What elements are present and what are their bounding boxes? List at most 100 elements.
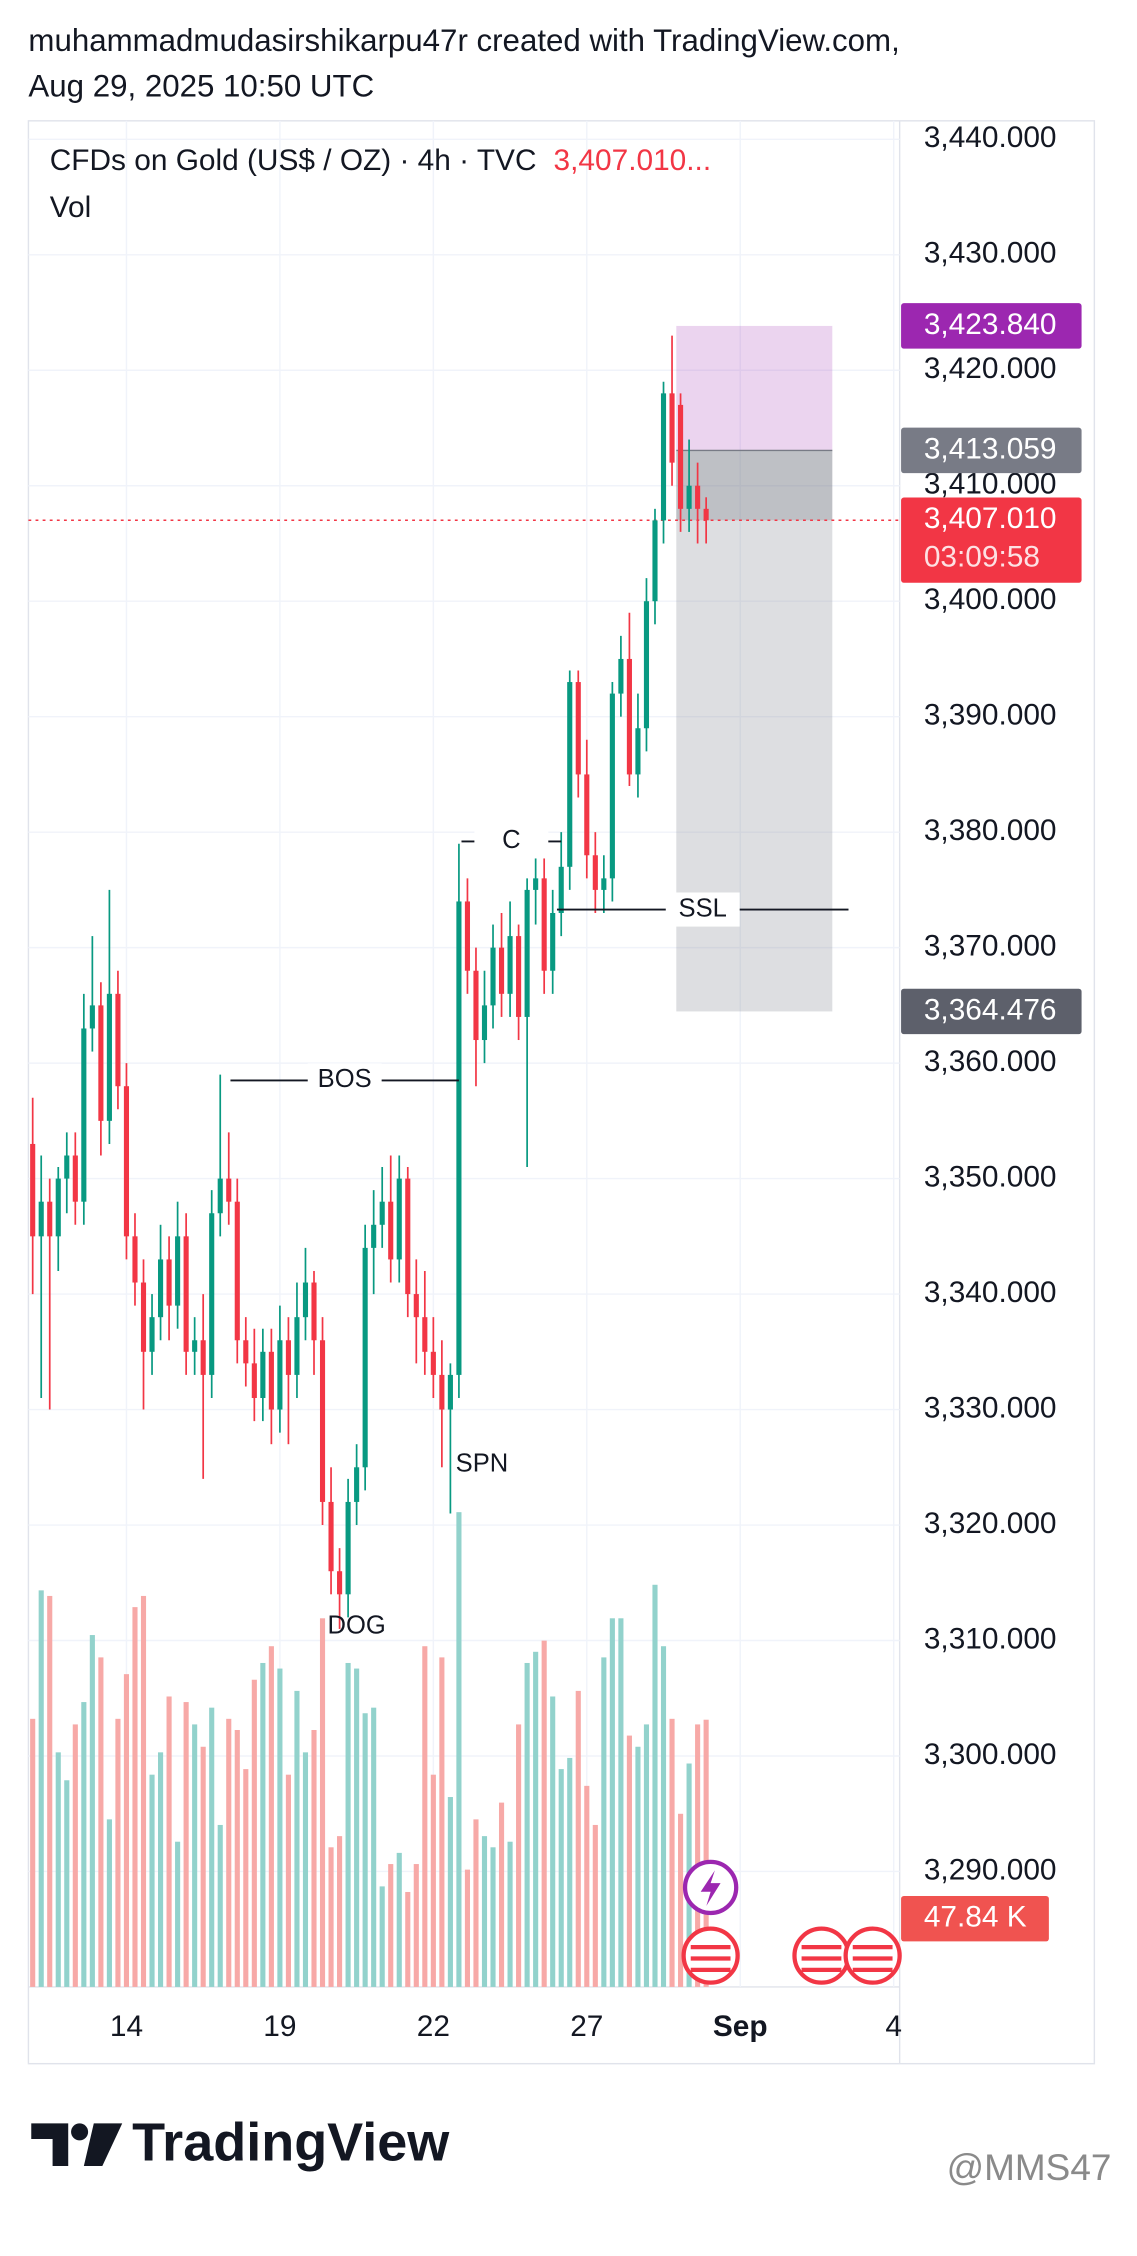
volume-bar [55, 1752, 61, 1987]
annotation-note: SPN [456, 1450, 509, 1478]
lightning [700, 1870, 721, 1906]
candle-body [413, 1294, 419, 1318]
candle-body [38, 1201, 44, 1237]
y-tick-label: 3,370.000 [924, 930, 1057, 963]
legend-price: 3,407.010... [554, 144, 712, 177]
candle-body [55, 1178, 61, 1237]
candle-body [516, 936, 522, 1017]
y-tick-label: 3,440.000 [924, 121, 1057, 154]
volume-bar [507, 1841, 513, 1987]
annotation-label-bg [307, 1063, 382, 1098]
volume-bar [635, 1746, 641, 1987]
price-badge-label: 3,364.476 [924, 993, 1057, 1026]
volume-bar [30, 1718, 36, 1987]
volume-badge-label: 47.84 K [924, 1901, 1027, 1934]
volume-bar [106, 1819, 112, 1987]
candle-body [430, 1351, 436, 1375]
candle-body [584, 774, 590, 856]
volume-bar [456, 1512, 462, 1987]
volume-bar [268, 1646, 274, 1987]
annotation-note: DOG [327, 1611, 385, 1639]
target-zone [676, 325, 833, 451]
candle-body [507, 936, 513, 994]
volume-title: Vol [50, 191, 91, 224]
volume-bar [175, 1841, 181, 1987]
volume-bar [89, 1635, 95, 1987]
volume-bar [541, 1640, 547, 1987]
candle-body [192, 1340, 198, 1352]
candle-body [234, 1201, 240, 1341]
candle-body [72, 1155, 78, 1202]
volume-bar [592, 1824, 598, 1987]
volume-bar [234, 1729, 240, 1987]
y-tick-label: 3,320.000 [924, 1507, 1057, 1540]
candle-body [226, 1178, 232, 1202]
volume-bar [413, 1864, 419, 1987]
candle-body [439, 1374, 445, 1410]
candle-body [81, 1028, 87, 1202]
candle-body [695, 485, 701, 509]
candle-body [541, 878, 547, 971]
candle-body [524, 889, 530, 1017]
annotation-label-bg [474, 824, 549, 859]
candle-body [158, 1259, 164, 1318]
volume-bar [226, 1718, 232, 1987]
volume-bar [200, 1746, 206, 1987]
volume-bar [490, 1847, 496, 1987]
candle-body [106, 993, 112, 1121]
volume-bar [533, 1651, 539, 1987]
volume-bar [38, 1590, 44, 1987]
volume-bar [311, 1729, 317, 1987]
candle-body [362, 1247, 368, 1468]
candle-body [175, 1236, 181, 1306]
candle-body [209, 1213, 215, 1375]
volume-bar [217, 1824, 223, 1987]
event-icon[interactable] [681, 1926, 740, 1985]
candle-body [447, 1374, 453, 1410]
volume-bar [277, 1668, 283, 1987]
last-price-label: 3,407.010 [924, 502, 1057, 535]
candle-body [123, 1086, 130, 1237]
logo-mark [31, 2123, 123, 2167]
candle-body [456, 901, 462, 1375]
open-pnl-zone [676, 450, 833, 521]
volume-bar [158, 1752, 164, 1987]
event-icon[interactable] [843, 1926, 902, 1985]
candle-body [558, 866, 564, 914]
volume-bar [524, 1662, 530, 1987]
volume-bar [660, 1646, 667, 1987]
event-icon[interactable] [792, 1926, 851, 1985]
candle-body [498, 947, 505, 994]
candle-body [371, 1224, 377, 1248]
candle-body [422, 1317, 428, 1352]
candle-body [473, 970, 479, 1041]
candle-body [567, 682, 573, 867]
price-badge [901, 303, 1082, 349]
candle-body [302, 1282, 309, 1318]
x-tick-label: Sep [713, 2010, 768, 2043]
volume-bar [379, 1886, 385, 1987]
volume-bar [558, 1769, 564, 1987]
price-badge-label: 3,423.840 [924, 308, 1057, 341]
volume-bar [567, 1757, 573, 1987]
candle-body [550, 913, 556, 971]
volume-bar [337, 1836, 343, 1987]
candle-body [601, 878, 607, 890]
volume-bar [115, 1718, 121, 1987]
x-tick-label: 14 [110, 2010, 143, 2043]
volume-bar [498, 1802, 505, 1987]
volume-bar [251, 1679, 257, 1987]
candle-body [388, 1201, 394, 1260]
candle-body [652, 520, 658, 602]
annotation-label-bg [665, 892, 740, 927]
y-tick-label: 3,390.000 [924, 699, 1057, 732]
candle-body [354, 1467, 360, 1502]
volume-bar [388, 1864, 394, 1987]
candle-body [311, 1282, 317, 1341]
candle-body [337, 1571, 343, 1595]
volume-bar [123, 1674, 130, 1987]
y-tick-label: 3,420.000 [924, 352, 1057, 385]
candles [30, 335, 709, 1629]
